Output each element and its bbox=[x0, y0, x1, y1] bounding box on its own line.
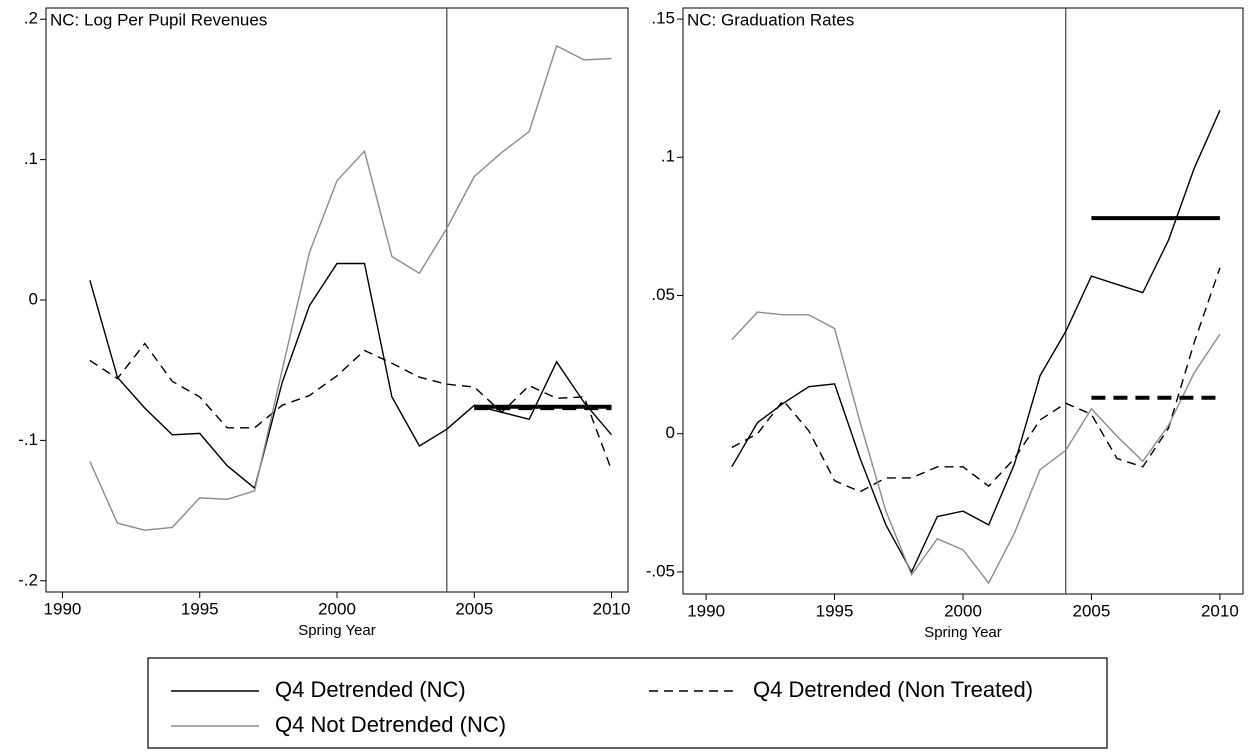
x-axis-title: Spring Year bbox=[924, 624, 1002, 641]
x-tick-label: 1995 bbox=[816, 601, 854, 620]
x-tick-label: 2010 bbox=[1201, 601, 1239, 620]
series-line bbox=[89, 44, 612, 531]
plot-frame bbox=[682, 7, 1244, 595]
x-tick-label: 2000 bbox=[318, 599, 356, 618]
series-line bbox=[731, 110, 1221, 574]
y-tick-label: 0 bbox=[29, 289, 38, 308]
chart-title: NC: Log Per Pupil Revenues bbox=[50, 10, 267, 29]
x-axis-title: Spring Year bbox=[298, 622, 376, 639]
x-tick-label: 1995 bbox=[181, 599, 219, 618]
y-tick-label: .2 bbox=[24, 9, 38, 28]
legend-label: Q4 Detrended (Non Treated) bbox=[753, 677, 1033, 702]
y-tick-label: -.1 bbox=[18, 430, 38, 449]
x-tick-label: 2005 bbox=[1073, 601, 1111, 620]
y-tick-label: .15 bbox=[651, 9, 675, 28]
legend-label: Q4 Detrended (NC) bbox=[275, 677, 466, 702]
y-tick-label: 0 bbox=[666, 423, 675, 442]
legend-label: Q4 Not Detrended (NC) bbox=[275, 712, 506, 737]
x-tick-label: 2010 bbox=[593, 599, 631, 618]
y-tick-label: .1 bbox=[661, 147, 675, 166]
legend-box bbox=[147, 657, 1108, 749]
y-tick-label: .1 bbox=[24, 149, 38, 168]
chart-title: NC: Graduation Rates bbox=[687, 10, 854, 29]
series-line bbox=[731, 311, 1221, 585]
y-tick-label: .05 bbox=[651, 285, 675, 304]
series-line bbox=[89, 342, 613, 471]
x-tick-label: 2005 bbox=[455, 599, 493, 618]
series-line bbox=[89, 262, 613, 490]
x-tick-label: 1990 bbox=[687, 601, 725, 620]
x-tick-label: 2000 bbox=[944, 601, 982, 620]
x-tick-label: 1990 bbox=[44, 599, 82, 618]
y-tick-label: -.05 bbox=[646, 561, 675, 580]
y-tick-label: -.2 bbox=[18, 570, 38, 589]
series-line bbox=[731, 267, 1221, 493]
